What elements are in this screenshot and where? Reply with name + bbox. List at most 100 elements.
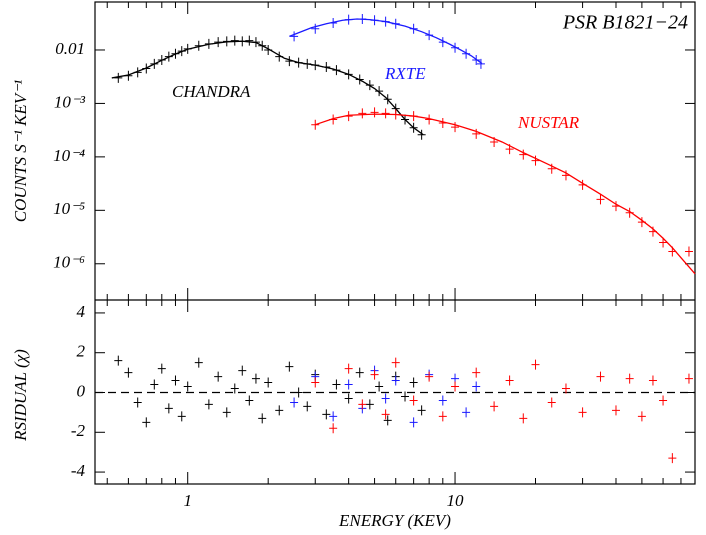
data-point (142, 63, 151, 74)
data-point (355, 74, 364, 85)
series-label: NUSTAR (517, 113, 580, 132)
data-point (684, 246, 693, 257)
data-point (578, 407, 587, 418)
data-point (329, 17, 338, 28)
data-point (625, 373, 634, 384)
data-point (684, 373, 693, 384)
data-point (285, 56, 294, 67)
y-tick-label: -4 (71, 461, 86, 480)
data-point (462, 407, 471, 418)
data-point (438, 395, 447, 406)
data-point (409, 111, 418, 122)
data-point (476, 58, 485, 69)
data-point (344, 393, 353, 404)
data-point (329, 423, 338, 434)
data-point (472, 54, 481, 65)
data-point (472, 381, 481, 392)
data-point (358, 13, 367, 24)
data-point (365, 80, 374, 91)
data-point (311, 119, 320, 130)
data-point (531, 359, 540, 370)
data-point (164, 403, 173, 414)
data-point (157, 54, 166, 65)
data-point (194, 357, 203, 368)
data-point (425, 114, 434, 125)
y-tick-label: 10⁻³ (54, 92, 86, 111)
data-point (547, 397, 556, 408)
series-label: CHANDRA (172, 82, 251, 101)
data-point (258, 413, 267, 424)
data-point (381, 409, 390, 420)
data-point (164, 51, 173, 62)
data-point (375, 381, 384, 392)
data-point (114, 355, 123, 366)
data-point (547, 163, 556, 174)
data-point (659, 395, 668, 406)
model-line (315, 113, 696, 275)
data-point (451, 122, 460, 133)
data-point (230, 383, 239, 394)
data-point (519, 413, 528, 424)
data-point (294, 387, 303, 398)
data-point (409, 122, 418, 133)
data-point (303, 401, 312, 412)
y-axis-label: RSIDUAL (χ) (11, 349, 30, 442)
y-tick-label: 10⁻⁶ (53, 253, 85, 272)
data-point (222, 36, 231, 47)
data-point (381, 16, 390, 27)
data-point (238, 365, 247, 376)
data-point (124, 367, 133, 378)
data-point (133, 397, 142, 408)
data-point (183, 43, 192, 54)
data-point (370, 369, 379, 380)
data-point (183, 381, 192, 392)
data-point (290, 31, 299, 42)
data-point (409, 395, 418, 406)
data-point (177, 46, 186, 57)
data-point (329, 411, 338, 422)
data-point (294, 57, 303, 68)
data-point (344, 69, 353, 80)
data-point (285, 361, 294, 372)
data-point (275, 51, 284, 62)
data-point (505, 375, 514, 386)
data-point (358, 108, 367, 119)
x-tick-label: 1 (183, 491, 192, 510)
data-point (472, 128, 481, 139)
data-point (451, 42, 460, 53)
data-point (611, 201, 620, 212)
data-point (417, 129, 426, 140)
data-point (519, 149, 528, 160)
y-tick-label: 10⁻⁴ (53, 146, 85, 165)
data-point (322, 62, 331, 73)
data-point (383, 415, 392, 426)
data-point (214, 37, 223, 48)
y-tick-label: 10⁻⁵ (53, 199, 85, 218)
data-point (124, 70, 133, 81)
data-point (668, 453, 677, 464)
data-point (561, 170, 570, 181)
data-point (245, 395, 254, 406)
data-point (251, 373, 260, 384)
data-point (245, 35, 254, 46)
data-point (344, 363, 353, 374)
y-tick-label: 2 (77, 342, 86, 361)
x-axis-label: ENERGY (KEV) (338, 511, 451, 530)
data-point (332, 65, 341, 76)
data-point (355, 367, 364, 378)
data-point (668, 246, 677, 257)
data-point (332, 379, 341, 390)
data-point (171, 375, 180, 386)
data-point (264, 44, 273, 55)
data-point (303, 58, 312, 69)
y-tick-label: 0.01 (55, 39, 85, 58)
y-axis-label: COUNTS S⁻¹ KEV⁻¹ (11, 80, 30, 222)
data-point (578, 179, 587, 190)
data-point (637, 411, 646, 422)
data-point (417, 405, 426, 416)
data-point (438, 411, 447, 422)
data-point (438, 118, 447, 129)
data-point (230, 35, 239, 46)
data-point (204, 38, 213, 49)
data-point (194, 40, 203, 51)
